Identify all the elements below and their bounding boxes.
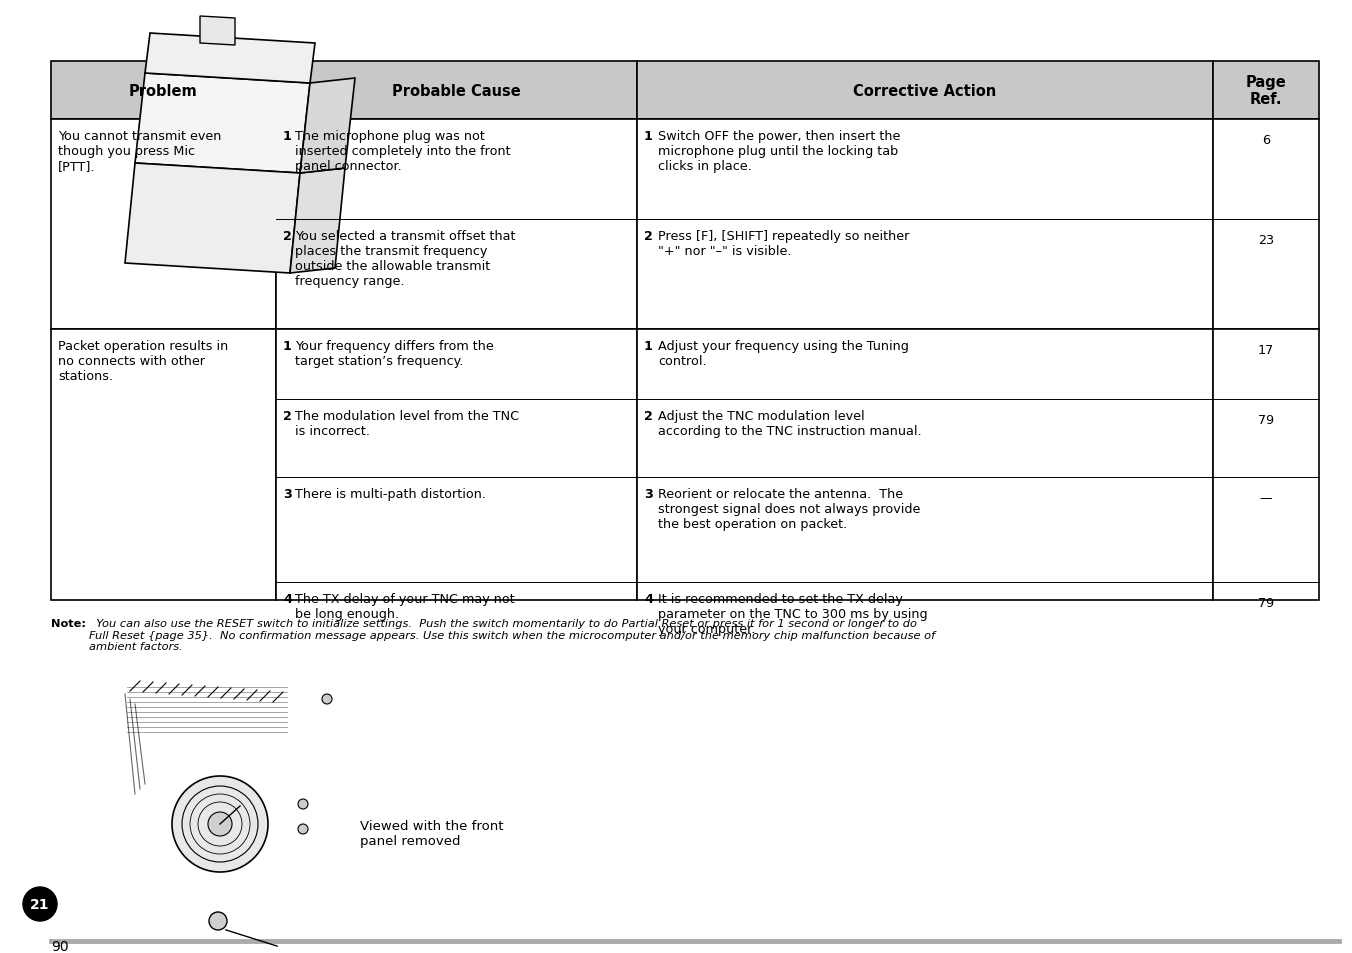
Bar bbox=[1213, 330, 1320, 600]
Polygon shape bbox=[124, 164, 300, 274]
Text: Page
Ref.: Page Ref. bbox=[1245, 74, 1286, 107]
Circle shape bbox=[172, 776, 268, 872]
Text: The TX delay of your TNC may not
be long enough.: The TX delay of your TNC may not be long… bbox=[295, 593, 515, 620]
Text: Note:: Note: bbox=[51, 618, 87, 628]
Text: 90: 90 bbox=[51, 939, 69, 953]
Circle shape bbox=[297, 800, 308, 809]
Text: 2: 2 bbox=[644, 410, 653, 422]
Text: 4: 4 bbox=[644, 593, 653, 605]
Circle shape bbox=[322, 695, 333, 704]
Text: You can also use the RESET switch to initialize settings.  Push the switch momen: You can also use the RESET switch to ini… bbox=[89, 618, 936, 652]
Circle shape bbox=[23, 887, 57, 921]
Text: Press [F], [SHIFT] repeatedly so neither
"+" nor "–" is visible.: Press [F], [SHIFT] repeatedly so neither… bbox=[658, 230, 910, 257]
Bar bbox=[276, 120, 637, 330]
Bar bbox=[637, 120, 1213, 330]
Text: 2: 2 bbox=[644, 230, 653, 243]
Bar bbox=[51, 330, 276, 600]
Text: 1: 1 bbox=[283, 339, 292, 353]
Bar bbox=[1213, 120, 1320, 330]
Text: 79: 79 bbox=[1257, 414, 1274, 427]
Bar bbox=[276, 62, 637, 120]
Text: Switch OFF the power, then insert the
microphone plug until the locking tab
clic: Switch OFF the power, then insert the mi… bbox=[658, 130, 900, 172]
Bar bbox=[51, 120, 276, 330]
Circle shape bbox=[297, 824, 308, 834]
Text: Your frequency differs from the
target station’s frequency.: Your frequency differs from the target s… bbox=[295, 339, 493, 368]
Bar bbox=[1213, 62, 1320, 120]
Text: 2: 2 bbox=[283, 230, 292, 243]
Polygon shape bbox=[145, 34, 315, 84]
Polygon shape bbox=[135, 74, 310, 173]
Bar bbox=[637, 330, 1213, 600]
Text: 6: 6 bbox=[1261, 133, 1270, 147]
Text: Packet operation results in
no connects with other
stations.: Packet operation results in no connects … bbox=[58, 339, 228, 382]
Polygon shape bbox=[300, 79, 356, 173]
Text: 3: 3 bbox=[644, 488, 653, 500]
Text: 3: 3 bbox=[283, 488, 292, 500]
Text: Problem: Problem bbox=[130, 84, 197, 98]
Bar bbox=[276, 330, 637, 600]
Text: Probable Cause: Probable Cause bbox=[392, 84, 521, 98]
Text: Adjust your frequency using the Tuning
control.: Adjust your frequency using the Tuning c… bbox=[658, 339, 909, 368]
Text: Reorient or relocate the antenna.  The
strongest signal does not always provide
: Reorient or relocate the antenna. The st… bbox=[658, 488, 921, 531]
Polygon shape bbox=[200, 17, 235, 46]
Text: 21: 21 bbox=[30, 897, 50, 911]
Text: 23: 23 bbox=[1257, 233, 1274, 247]
Text: The modulation level from the TNC
is incorrect.: The modulation level from the TNC is inc… bbox=[295, 410, 519, 437]
Text: Adjust the TNC modulation level
according to the TNC instruction manual.: Adjust the TNC modulation level accordin… bbox=[658, 410, 922, 437]
Text: 2: 2 bbox=[283, 410, 292, 422]
Text: The microphone plug was not
inserted completely into the front
panel connector.: The microphone plug was not inserted com… bbox=[295, 130, 511, 172]
Circle shape bbox=[210, 912, 227, 930]
Text: You cannot transmit even
though you press Mic
[PTT].: You cannot transmit even though you pres… bbox=[58, 130, 222, 172]
Bar bbox=[637, 62, 1213, 120]
Text: 1: 1 bbox=[644, 130, 653, 143]
Text: It is recommended to set the TX delay
parameter on the TNC to 300 ms by using
yo: It is recommended to set the TX delay pa… bbox=[658, 593, 927, 636]
Bar bbox=[51, 62, 276, 120]
Text: Corrective Action: Corrective Action bbox=[853, 84, 996, 98]
Text: —: — bbox=[1260, 492, 1272, 504]
Text: You selected a transmit offset that
places the transmit frequency
outside the al: You selected a transmit offset that plac… bbox=[295, 230, 515, 288]
Text: 17: 17 bbox=[1257, 344, 1274, 356]
Text: Viewed with the front
panel removed: Viewed with the front panel removed bbox=[360, 820, 503, 847]
Text: 1: 1 bbox=[644, 339, 653, 353]
Text: 4: 4 bbox=[283, 593, 292, 605]
Polygon shape bbox=[289, 169, 345, 274]
Text: There is multi-path distortion.: There is multi-path distortion. bbox=[295, 488, 485, 500]
Text: 1: 1 bbox=[283, 130, 292, 143]
Circle shape bbox=[208, 812, 233, 836]
Text: 79: 79 bbox=[1257, 597, 1274, 609]
